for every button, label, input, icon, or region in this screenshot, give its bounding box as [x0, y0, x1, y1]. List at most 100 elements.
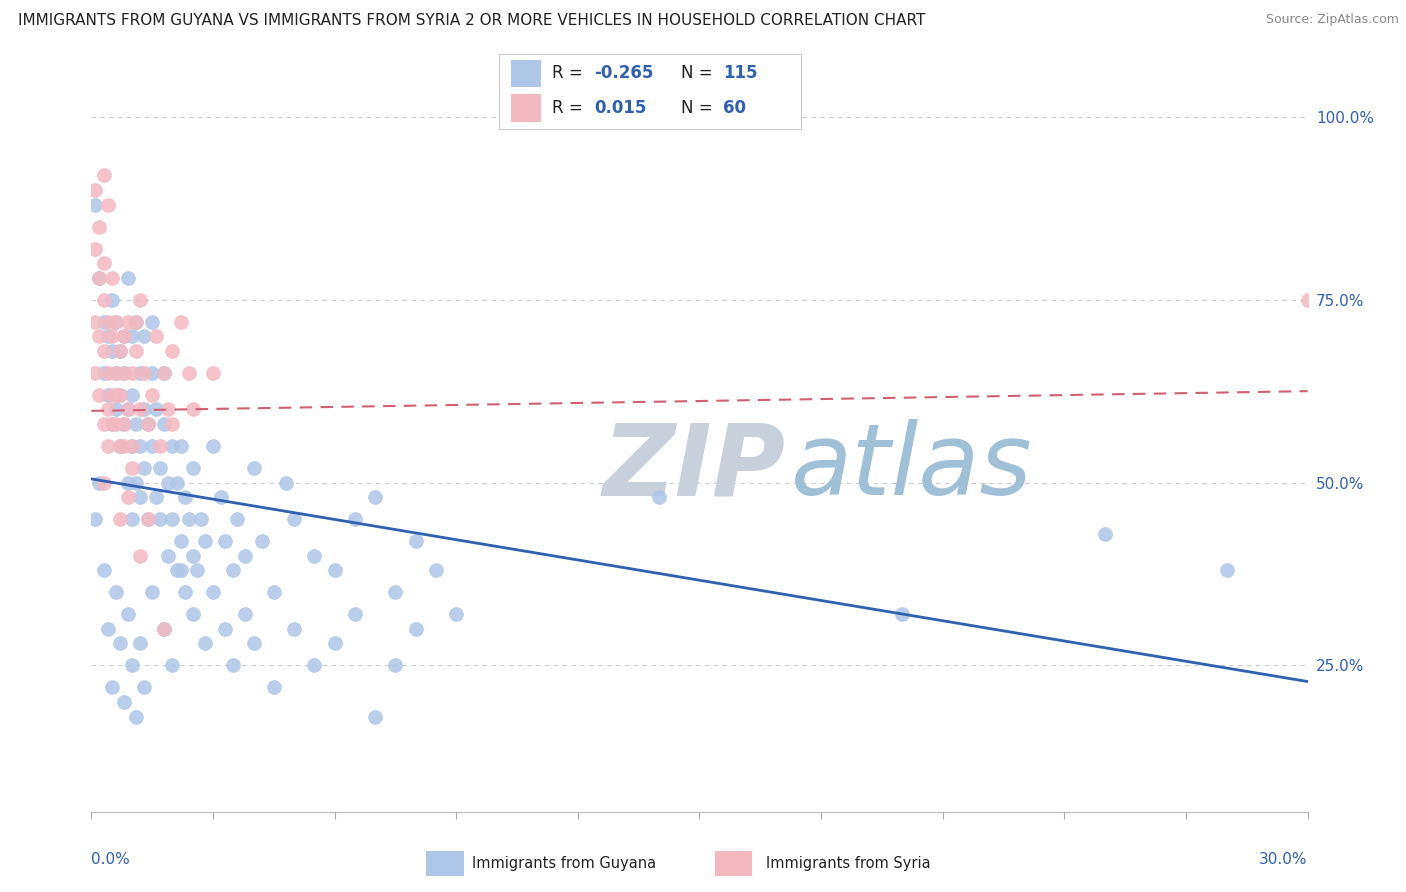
- Point: [235, 549, 257, 563]
- Point: [162, 417, 184, 431]
- Point: [84, 512, 107, 526]
- Point: [121, 388, 143, 402]
- Point: [100, 417, 122, 431]
- Point: [136, 417, 159, 431]
- Point: [121, 658, 143, 673]
- Point: [343, 607, 366, 622]
- Point: [169, 439, 191, 453]
- Point: [129, 439, 152, 453]
- Point: [84, 315, 107, 329]
- Point: [222, 563, 245, 577]
- Point: [89, 329, 111, 343]
- Point: [226, 512, 249, 526]
- Text: R =: R =: [553, 99, 588, 117]
- Point: [125, 343, 148, 358]
- Text: 0.015: 0.015: [595, 99, 647, 117]
- Point: [97, 315, 120, 329]
- Point: [112, 366, 135, 380]
- Point: [125, 709, 148, 723]
- Point: [444, 607, 467, 622]
- Point: [149, 461, 172, 475]
- Point: [104, 366, 127, 380]
- Point: [364, 709, 387, 723]
- Point: [129, 636, 152, 650]
- Point: [149, 439, 172, 453]
- Point: [202, 439, 225, 453]
- Point: [100, 343, 122, 358]
- Point: [274, 475, 297, 490]
- Point: [166, 475, 188, 490]
- Point: [153, 622, 176, 636]
- Point: [93, 256, 115, 270]
- Point: [425, 563, 447, 577]
- Point: [117, 402, 139, 417]
- Point: [250, 534, 273, 549]
- Point: [112, 329, 135, 343]
- Point: [129, 490, 152, 504]
- Point: [121, 461, 143, 475]
- Point: [117, 315, 139, 329]
- Point: [93, 315, 115, 329]
- Point: [84, 197, 107, 211]
- Point: [112, 417, 135, 431]
- Point: [108, 512, 131, 526]
- Point: [117, 270, 139, 285]
- Point: [235, 607, 257, 622]
- Point: [97, 197, 120, 211]
- Bar: [426, 851, 464, 876]
- Point: [108, 388, 131, 402]
- Point: [129, 549, 152, 563]
- Point: [89, 219, 111, 234]
- Point: [100, 293, 122, 307]
- Point: [1296, 293, 1319, 307]
- Text: ZIP: ZIP: [602, 419, 785, 516]
- Point: [157, 475, 180, 490]
- Point: [343, 512, 366, 526]
- Point: [100, 417, 122, 431]
- Point: [132, 681, 155, 695]
- Point: [125, 475, 148, 490]
- Point: [364, 490, 387, 504]
- Point: [141, 585, 163, 599]
- Point: [263, 585, 285, 599]
- Point: [84, 242, 107, 256]
- Point: [84, 366, 107, 380]
- Point: [323, 636, 346, 650]
- Point: [121, 329, 143, 343]
- Point: [173, 585, 195, 599]
- Point: [121, 366, 143, 380]
- Point: [162, 658, 184, 673]
- Point: [93, 343, 115, 358]
- Point: [104, 366, 127, 380]
- Point: [209, 490, 232, 504]
- Point: [97, 366, 120, 380]
- Point: [93, 417, 115, 431]
- Point: [112, 695, 135, 709]
- Point: [405, 622, 427, 636]
- Point: [132, 329, 155, 343]
- Point: [108, 439, 131, 453]
- Point: [117, 402, 139, 417]
- Point: [125, 315, 148, 329]
- Point: [97, 402, 120, 417]
- Point: [97, 329, 120, 343]
- Point: [153, 417, 176, 431]
- Point: [93, 563, 115, 577]
- Point: [157, 402, 180, 417]
- Point: [104, 402, 127, 417]
- Point: [181, 402, 204, 417]
- Point: [132, 402, 155, 417]
- Point: [648, 490, 671, 504]
- Point: [162, 439, 184, 453]
- Point: [145, 329, 167, 343]
- Point: [242, 636, 264, 650]
- Point: [121, 439, 143, 453]
- Point: [129, 293, 152, 307]
- Point: [104, 388, 127, 402]
- Point: [97, 439, 120, 453]
- Point: [153, 366, 176, 380]
- Point: [263, 681, 285, 695]
- Point: [108, 636, 131, 650]
- Point: [141, 439, 163, 453]
- Text: 115: 115: [723, 64, 758, 82]
